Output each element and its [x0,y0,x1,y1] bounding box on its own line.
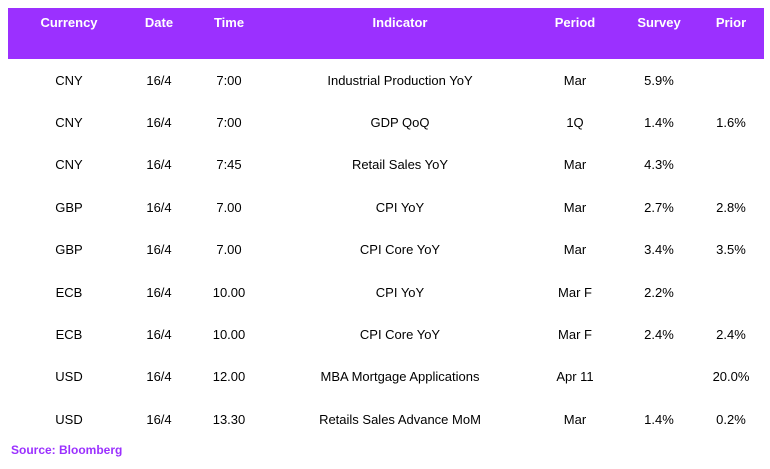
cell-prior: 20.0% [712,369,750,385]
table-header: Currency Date Time Indicator Period Surv… [8,8,764,59]
cell-time: 7:00 [216,72,242,88]
table-row: CNY 16/4 7:00 Industrial Production YoY … [8,59,764,101]
cell-currency: USD [55,369,83,385]
header-row: Currency Date Time Indicator Period Surv… [8,8,764,59]
cell-period: Mar F [558,327,592,343]
cell-currency: GBP [55,199,83,215]
cell-date: 16/4 [146,411,172,427]
cell-indicator: CPI Core YoY [359,242,441,258]
column-header-indicator: Indicator [372,15,428,30]
cell-indicator: MBA Mortgage Applications [320,369,480,385]
cell-date: 16/4 [146,327,172,343]
cell-survey: 4.3% [644,157,674,173]
table-row: CNY 16/4 7:00 GDP QoQ 1Q 1.4% 1.6% [8,101,764,143]
table-row: GBP 16/4 7.00 CPI Core YoY Mar 3.4% 3.5% [8,229,764,271]
cell-prior: 2.8% [716,199,746,215]
cell-time: 12.00 [212,369,246,385]
economic-calendar-table-container: Currency Date Time Indicator Period Surv… [8,8,764,441]
column-header-date: Date [144,15,174,30]
economic-calendar-table: Currency Date Time Indicator Period Surv… [8,8,764,441]
cell-time: 10.00 [212,284,246,300]
cell-survey: 3.4% [644,242,674,258]
cell-date: 16/4 [146,199,172,215]
cell-indicator: CPI Core YoY [359,327,441,343]
cell-indicator: Industrial Production YoY [327,72,473,88]
column-header-survey: Survey [637,15,681,30]
cell-currency: ECB [55,327,83,343]
cell-indicator: Retails Sales Advance MoM [319,411,481,427]
cell-prior: 3.5% [716,242,746,258]
cell-period: Mar [563,72,587,88]
cell-currency: GBP [55,242,83,258]
cell-time: 10.00 [212,327,246,343]
column-header-time: Time [213,15,245,30]
cell-indicator: Retail Sales YoY [351,157,449,173]
cell-indicator: CPI YoY [375,284,425,300]
cell-currency: CNY [55,115,83,131]
table-body: CNY 16/4 7:00 Industrial Production YoY … [8,59,764,441]
column-header-currency: Currency [40,15,98,30]
cell-indicator: CPI YoY [375,199,425,215]
cell-survey: 2.7% [644,199,674,215]
cell-date: 16/4 [146,284,172,300]
cell-date: 16/4 [146,369,172,385]
cell-prior [698,59,764,101]
cell-date: 16/4 [146,115,172,131]
cell-period: 1Q [566,115,584,131]
cell-survey [620,356,698,398]
cell-period: Mar F [558,284,592,300]
cell-currency: CNY [55,157,83,173]
cell-survey: 1.4% [644,115,674,131]
cell-date: 16/4 [146,242,172,258]
cell-currency: ECB [55,284,83,300]
cell-time: 7.00 [216,199,242,215]
cell-period: Mar [563,411,587,427]
source-caption: Source: Bloomberg [11,443,123,457]
cell-currency: USD [55,411,83,427]
cell-survey: 2.2% [644,284,674,300]
table-row: CNY 16/4 7:45 Retail Sales YoY Mar 4.3% [8,144,764,186]
column-header-prior: Prior [715,15,747,30]
table-row: USD 16/4 12.00 MBA Mortgage Applications… [8,356,764,398]
cell-time: 13.30 [212,411,246,427]
cell-prior: 0.2% [716,411,746,427]
cell-currency: CNY [55,72,83,88]
cell-period: Mar [563,199,587,215]
cell-period: Apr 11 [556,369,594,385]
cell-time: 7:00 [216,115,242,131]
cell-date: 16/4 [146,157,172,173]
cell-date: 16/4 [146,72,172,88]
cell-period: Mar [563,242,587,258]
cell-survey: 5.9% [644,72,674,88]
table-row: USD 16/4 13.30 Retails Sales Advance MoM… [8,398,764,440]
cell-period: Mar [563,157,587,173]
column-header-period: Period [554,15,596,30]
table-row: ECB 16/4 10.00 CPI Core YoY Mar F 2.4% 2… [8,313,764,355]
cell-prior: 1.6% [716,115,746,131]
cell-prior [698,271,764,313]
cell-survey: 1.4% [644,411,674,427]
cell-survey: 2.4% [644,327,674,343]
cell-time: 7.00 [216,242,242,258]
cell-indicator: GDP QoQ [370,115,430,131]
cell-prior: 2.4% [716,327,746,343]
table-row: GBP 16/4 7.00 CPI YoY Mar 2.7% 2.8% [8,186,764,228]
cell-prior [698,144,764,186]
table-row: ECB 16/4 10.00 CPI YoY Mar F 2.2% [8,271,764,313]
cell-time: 7:45 [216,157,242,173]
